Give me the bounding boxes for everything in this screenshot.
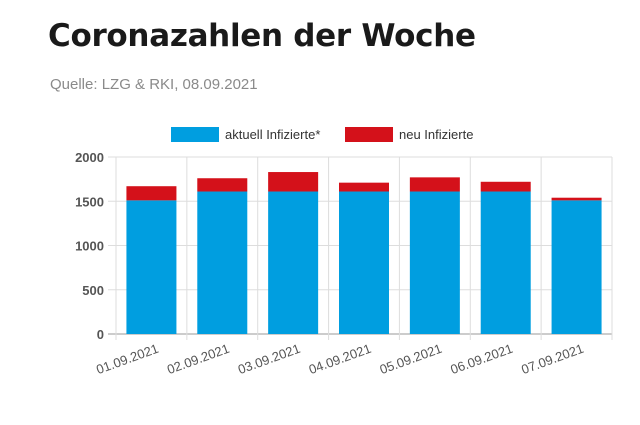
bar-neu bbox=[126, 186, 177, 201]
y-tick-label: 1500 bbox=[75, 194, 104, 209]
x-tick-label: 02.09.2021 bbox=[165, 341, 231, 377]
bar-aktuell bbox=[551, 200, 602, 334]
bar-neu bbox=[409, 177, 460, 192]
y-tick-label: 1000 bbox=[75, 239, 104, 254]
x-tick-label: 06.09.2021 bbox=[448, 341, 514, 377]
x-tick-label: 05.09.2021 bbox=[378, 341, 444, 377]
bar-neu bbox=[480, 181, 531, 192]
legend-swatch-neu bbox=[345, 127, 393, 142]
y-tick-label: 500 bbox=[82, 283, 104, 298]
bar-neu bbox=[268, 172, 319, 192]
x-axis-ticks: 01.09.2021 02.09.2021 03.09.2021 04.09.2021… bbox=[94, 341, 585, 377]
bar-neu bbox=[197, 178, 248, 192]
bar-aktuell bbox=[339, 191, 389, 334]
x-tick-label: 04.09.2021 bbox=[307, 341, 373, 377]
bar-aktuell bbox=[126, 200, 177, 334]
legend-label-aktuell: aktuell Infizierte* bbox=[225, 127, 320, 142]
bar-aktuell bbox=[197, 191, 248, 334]
y-tick-label: 0 bbox=[97, 327, 104, 342]
legend-swatch-aktuell bbox=[171, 127, 219, 142]
x-tick-label: 03.09.2021 bbox=[236, 341, 302, 377]
x-tick-label: 07.09.2021 bbox=[519, 341, 585, 377]
page-title: Coronazahlen der Woche bbox=[48, 18, 476, 54]
x-tick-label: 01.09.2021 bbox=[94, 341, 160, 377]
bar-aktuell bbox=[268, 191, 319, 334]
bar-neu bbox=[551, 197, 602, 201]
legend: aktuell Infizierte* neu Infizierte bbox=[171, 127, 473, 142]
bars bbox=[126, 172, 602, 334]
y-tick-label: 2000 bbox=[75, 150, 104, 165]
bar-aktuell bbox=[480, 191, 531, 334]
legend-label-neu: neu Infizierte bbox=[399, 127, 473, 142]
source-note: Quelle: LZG & RKI, 08.09.2021 bbox=[50, 76, 258, 93]
y-axis-ticks: 0 500 1000 1500 2000 bbox=[75, 150, 104, 342]
bar-aktuell bbox=[409, 191, 460, 334]
bar-neu bbox=[339, 182, 389, 192]
